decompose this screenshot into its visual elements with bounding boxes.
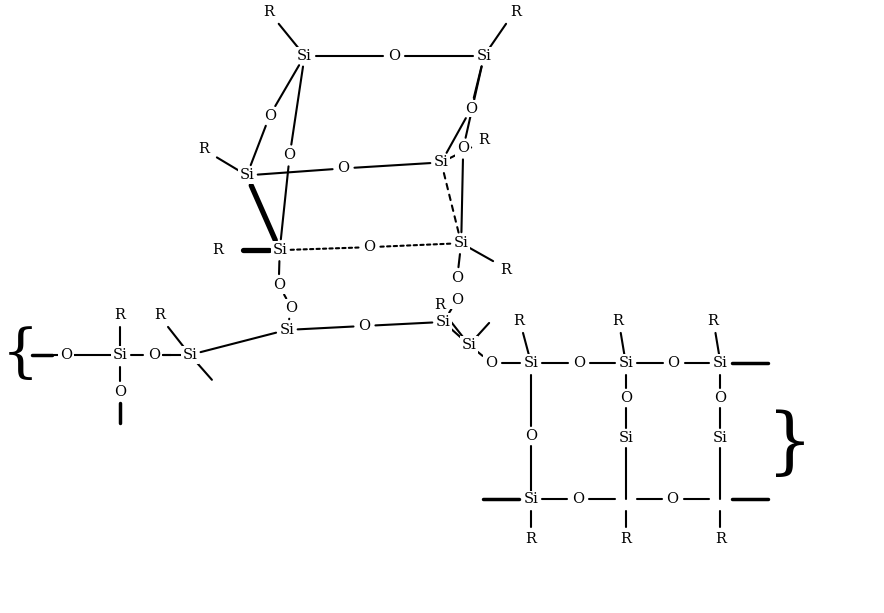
Text: }: } [767,409,813,480]
Text: O: O [286,301,298,315]
Text: Si: Si [713,430,728,444]
Text: Si: Si [523,356,538,370]
Text: R: R [199,142,210,156]
Text: R: R [514,314,524,328]
Text: R: R [212,243,224,257]
Text: Si: Si [113,348,127,362]
Text: O: O [451,271,463,285]
Text: O: O [573,356,585,370]
Text: R: R [707,314,718,328]
Text: {: { [2,327,39,383]
Text: R: R [263,5,274,19]
Text: O: O [525,428,537,443]
Text: R: R [479,134,490,148]
Text: O: O [284,148,296,162]
Text: Si: Si [453,236,469,250]
Text: O: O [620,390,632,405]
Text: Si: Si [182,348,197,362]
Text: O: O [572,492,584,506]
Text: Si: Si [279,323,294,337]
Text: Si: Si [240,169,255,183]
Text: R: R [511,5,522,19]
Text: Si: Si [436,315,451,329]
Text: Si: Si [713,356,728,370]
Text: O: O [388,48,400,63]
Text: O: O [465,102,477,116]
Text: O: O [114,385,126,399]
Text: O: O [338,161,349,175]
Text: O: O [667,356,680,370]
Text: O: O [363,240,376,254]
Text: R: R [613,314,623,328]
Text: Si: Si [618,430,633,444]
Text: R: R [621,532,631,546]
Text: Si: Si [523,492,538,506]
Text: R: R [434,298,445,312]
Text: R: R [155,308,165,322]
Text: R: R [115,308,126,322]
Text: Si: Si [461,338,476,352]
Text: Si: Si [434,156,449,169]
Text: O: O [485,356,497,370]
Text: O: O [714,390,727,405]
Text: O: O [358,319,370,333]
Text: O: O [263,109,276,123]
Text: R: R [715,532,726,546]
Text: O: O [667,492,679,506]
Text: Si: Si [476,48,492,63]
Text: Si: Si [618,356,633,370]
Text: O: O [451,293,463,307]
Text: O: O [457,142,469,156]
Text: O: O [60,348,72,362]
Text: Si: Si [272,243,287,257]
Text: O: O [272,278,285,292]
Text: Si: Si [297,48,312,63]
Text: R: R [526,532,537,546]
Text: O: O [148,348,160,362]
Text: R: R [500,263,512,277]
